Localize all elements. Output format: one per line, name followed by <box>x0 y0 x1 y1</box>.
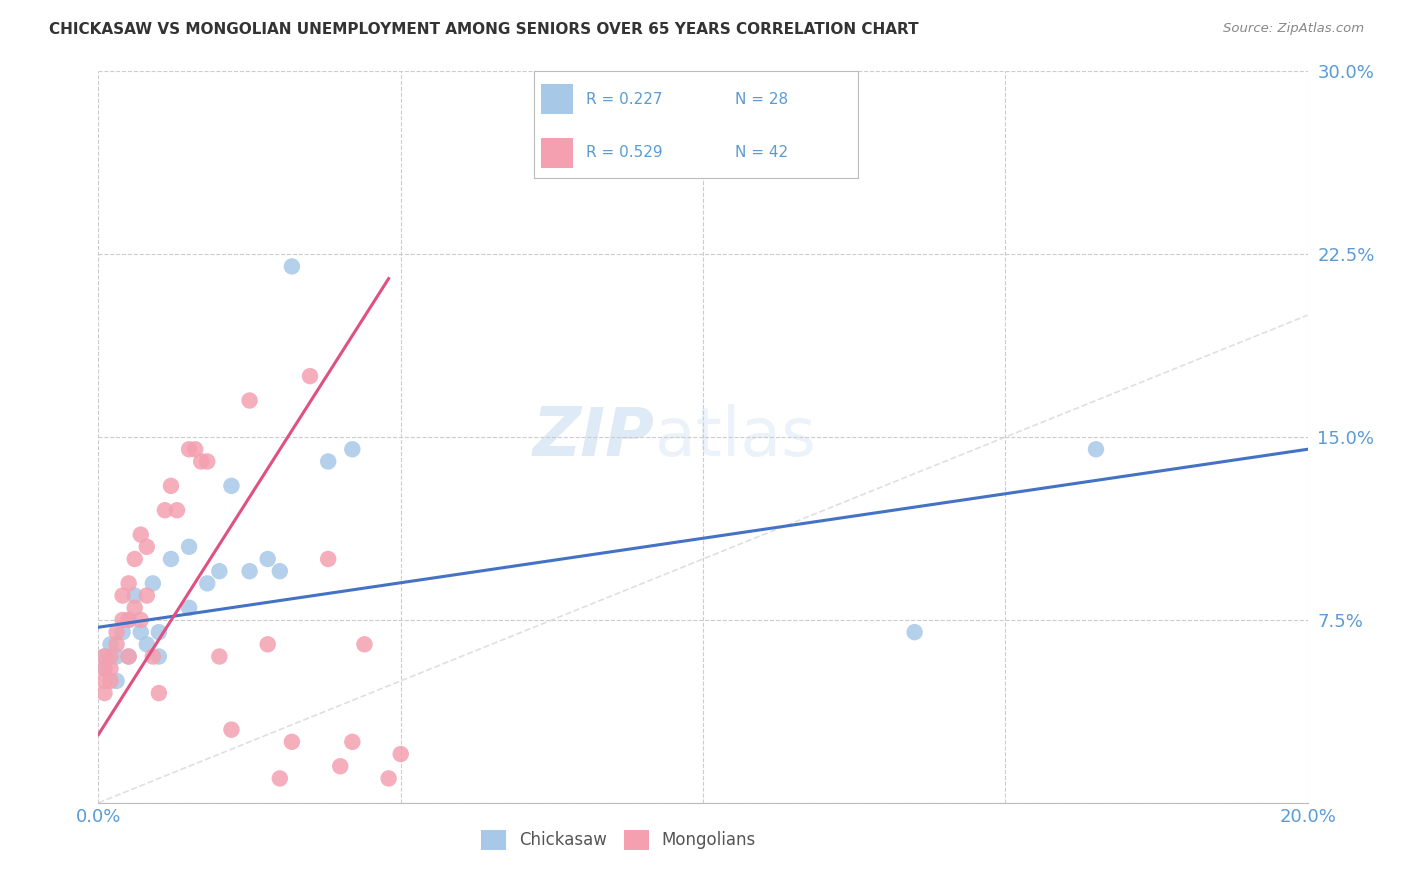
Y-axis label: Unemployment Among Seniors over 65 years: Unemployment Among Seniors over 65 years <box>0 263 7 611</box>
Point <box>148 686 170 700</box>
Point <box>269 564 291 578</box>
Point <box>118 613 141 627</box>
Point <box>100 649 122 664</box>
Point <box>124 552 146 566</box>
Point <box>904 625 927 640</box>
Point <box>389 747 412 761</box>
Text: Source: ZipAtlas.com: Source: ZipAtlas.com <box>1223 22 1364 36</box>
Text: N = 28: N = 28 <box>735 92 787 107</box>
FancyBboxPatch shape <box>541 84 574 114</box>
Point <box>135 589 157 603</box>
Point <box>353 637 375 651</box>
Point <box>105 625 128 640</box>
Point <box>195 576 218 591</box>
Text: CHICKASAW VS MONGOLIAN UNEMPLOYMENT AMONG SENIORS OVER 65 YEARS CORRELATION CHAR: CHICKASAW VS MONGOLIAN UNEMPLOYMENT AMON… <box>49 22 920 37</box>
Point <box>208 564 231 578</box>
Point <box>93 649 115 664</box>
Point <box>148 649 170 664</box>
Point <box>221 479 243 493</box>
Point <box>184 442 207 457</box>
Point <box>256 552 278 566</box>
Point <box>135 637 157 651</box>
Text: R = 0.227: R = 0.227 <box>586 92 662 107</box>
Point <box>105 673 128 688</box>
Point <box>329 759 352 773</box>
Text: R = 0.529: R = 0.529 <box>586 145 662 161</box>
Point <box>221 723 243 737</box>
Point <box>195 454 218 468</box>
Text: ZIP: ZIP <box>533 404 655 470</box>
Point <box>100 637 122 651</box>
Point <box>118 649 141 664</box>
Point <box>1085 442 1108 457</box>
Point <box>135 540 157 554</box>
Text: atlas: atlas <box>655 404 815 470</box>
Point <box>299 369 322 384</box>
Point <box>166 503 188 517</box>
Point <box>93 662 115 676</box>
Point <box>377 772 399 786</box>
Point <box>316 454 339 468</box>
Point <box>105 637 128 651</box>
Point <box>316 552 339 566</box>
Point <box>148 625 170 640</box>
Point <box>160 552 183 566</box>
Point <box>93 649 115 664</box>
Point <box>100 662 122 676</box>
Point <box>179 442 201 457</box>
Point <box>118 649 141 664</box>
Point <box>118 576 141 591</box>
Point <box>100 673 122 688</box>
Point <box>281 260 304 274</box>
Point <box>111 613 134 627</box>
Point <box>93 686 115 700</box>
FancyBboxPatch shape <box>541 137 574 168</box>
Point <box>190 454 212 468</box>
Legend: Chickasaw, Mongolians: Chickasaw, Mongolians <box>474 823 762 856</box>
Point <box>93 662 115 676</box>
Point <box>239 564 262 578</box>
Point <box>105 649 128 664</box>
Point <box>129 625 152 640</box>
Point <box>124 600 146 615</box>
Point <box>124 589 146 603</box>
Point <box>342 442 364 457</box>
Point <box>111 625 134 640</box>
Point <box>179 540 201 554</box>
Point <box>153 503 176 517</box>
Point <box>256 637 278 651</box>
Point <box>142 576 165 591</box>
Point <box>342 735 364 749</box>
Point <box>129 527 152 541</box>
Point <box>269 772 291 786</box>
Point <box>111 589 134 603</box>
Text: N = 42: N = 42 <box>735 145 787 161</box>
Point <box>281 735 304 749</box>
Point <box>118 613 141 627</box>
Point <box>208 649 231 664</box>
Point <box>129 613 152 627</box>
Point <box>179 600 201 615</box>
Point <box>142 649 165 664</box>
Point <box>93 673 115 688</box>
Point <box>160 479 183 493</box>
Point <box>239 393 262 408</box>
